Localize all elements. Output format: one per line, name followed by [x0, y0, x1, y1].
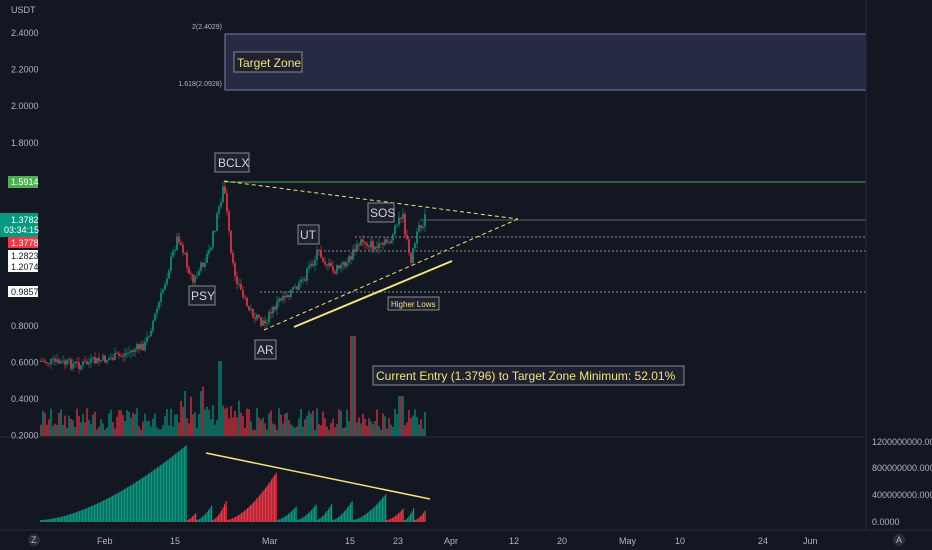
- target-zone-label-box: [233, 51, 303, 73]
- level2-price-tag: [8, 261, 38, 272]
- time-label-may: May: [619, 536, 637, 546]
- indicator-axis-label-0: 1200000000.0000: [872, 437, 932, 447]
- indicator-histogram: [40, 445, 426, 522]
- last-price-tag-text: 1.3782: [11, 215, 39, 225]
- resistance-price-tag-text: 1.5914: [11, 177, 39, 187]
- time-label-mar-15: 15: [345, 536, 355, 546]
- time-label-mar-23: 23: [393, 536, 403, 546]
- psy-label: PSY: [191, 289, 215, 303]
- price-axis[interactable]: USDT 2.4000 2.2000 2.0000 1.8000 0.8000 0.600…: [11, 5, 39, 441]
- higher-lows-label: Higher Lows: [391, 300, 435, 309]
- price-axis-label-0: 2.4000: [11, 28, 39, 38]
- volume-bars: [40, 336, 426, 436]
- entry-note: Current Entry (1.3796) to Target Zone Mi…: [376, 369, 676, 383]
- time-label-feb-15: 15: [170, 536, 180, 546]
- higher-lows-label-box: [387, 296, 440, 311]
- indicator-axis-label-2: 400000000.0000: [872, 490, 932, 500]
- psy-label-box: [188, 285, 216, 306]
- last-price-tag: [0, 213, 38, 237]
- level2-price-tag-text: 1.2074: [11, 262, 39, 272]
- level3-price-tag-text: 0.9857: [11, 287, 39, 297]
- sos-label-box: [367, 202, 395, 223]
- price-axis-label-4: 0.8000: [11, 321, 39, 331]
- indicator-divergence-line[interactable]: [205, 452, 431, 500]
- time-label-apr: Apr: [444, 536, 458, 546]
- auto-scale-button[interactable]: A: [893, 534, 905, 546]
- open-price-tag: [8, 237, 38, 248]
- target-zone-box[interactable]: [224, 33, 867, 91]
- bclx-label: BCLX: [218, 156, 249, 170]
- svg-text:Z: Z: [31, 535, 37, 545]
- triangle-upper-trendline[interactable]: [223, 180, 519, 220]
- indicator-axis-label-3: 0.0000: [872, 517, 900, 527]
- ar-label-box: [254, 339, 277, 360]
- ut-label-box: [297, 224, 320, 245]
- indicator-axis-label-1: 800000000.0000: [872, 463, 932, 473]
- entry-note-box: [372, 365, 685, 386]
- indicator-axis[interactable]: 1200000000.0000 800000000.0000 400000000…: [872, 437, 932, 527]
- timezone-button[interactable]: Z: [28, 534, 40, 546]
- fib-level-2-label: 2(2.4029): [192, 24, 222, 31]
- higher-lows-line[interactable]: [293, 260, 453, 328]
- time-label-may-10: 10: [675, 536, 685, 546]
- fib-level-1618-label: 1.618(2.0928): [178, 81, 222, 88]
- svg-text:A: A: [896, 535, 902, 545]
- last-price-countdown: 03:34:15: [4, 225, 39, 235]
- level1-price-tag: [8, 250, 38, 261]
- time-label-may-24: 24: [758, 536, 768, 546]
- ut-label: UT: [300, 228, 317, 242]
- time-label-jun: Jun: [803, 536, 818, 546]
- resistance-price-tag: [8, 176, 38, 188]
- price-axis-label-7: 0.2000: [11, 431, 39, 441]
- price-axis-label-5: 0.6000: [11, 357, 39, 367]
- time-axis[interactable]: Feb 15 Mar 15 23 Apr 12 20 May 10 24 Jun: [97, 536, 818, 546]
- candlestick-series: [40, 181, 426, 374]
- target-zone-label: Target Zone: [237, 56, 301, 70]
- sos-label: SOS: [370, 206, 395, 220]
- level1-price-tag-text: 1.2823: [11, 251, 39, 261]
- price-axis-label-1: 2.2000: [11, 65, 39, 75]
- level3-price-tag: [8, 286, 38, 297]
- time-label-apr-20: 20: [557, 536, 567, 546]
- open-price-tag-text: 1.3778: [11, 238, 39, 248]
- time-label-mar: Mar: [262, 536, 278, 546]
- currency-label: USDT: [11, 5, 36, 15]
- time-label-apr-12: 12: [509, 536, 519, 546]
- price-axis-label-3: 1.8000: [11, 138, 39, 148]
- time-label-feb: Feb: [97, 536, 113, 546]
- price-axis-label-2: 2.0000: [11, 101, 39, 111]
- price-axis-label-6: 0.4000: [11, 394, 39, 404]
- bclx-label-box: [214, 152, 250, 173]
- ar-label: AR: [257, 343, 274, 357]
